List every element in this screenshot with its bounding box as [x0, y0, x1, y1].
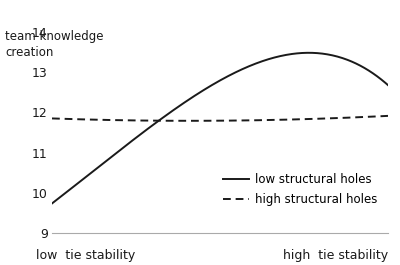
Text: low  tie stability: low tie stability	[36, 249, 135, 262]
Text: team knowledge
creation: team knowledge creation	[5, 30, 104, 59]
Legend: low structural holes, high structural holes: low structural holes, high structural ho…	[218, 169, 382, 211]
Text: high  tie stability: high tie stability	[283, 249, 388, 262]
